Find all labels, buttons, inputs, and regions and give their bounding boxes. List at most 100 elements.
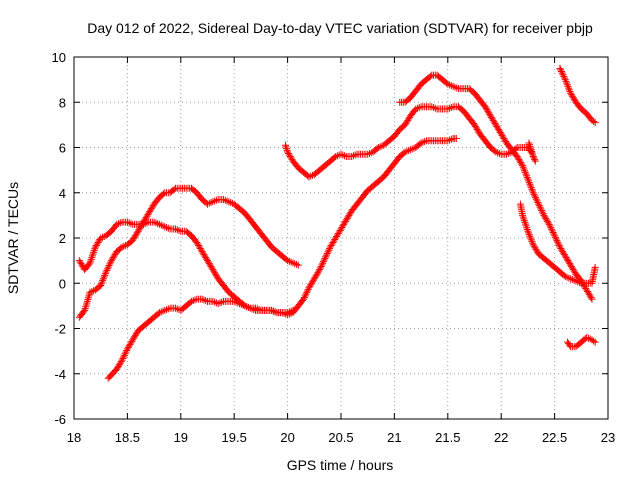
data-point [538, 207, 546, 215]
data-point [218, 298, 226, 306]
data-point [525, 177, 533, 185]
data-point [447, 82, 455, 90]
data-point [155, 220, 163, 228]
data-point [526, 141, 534, 149]
data-points [75, 64, 599, 382]
data-point [520, 165, 528, 173]
data-point [497, 130, 505, 138]
data-point [78, 261, 86, 269]
data-point [537, 205, 545, 213]
data-point [333, 232, 341, 240]
data-point [131, 233, 139, 241]
data-point [529, 153, 537, 161]
data-point [364, 150, 372, 158]
data-point [318, 261, 326, 269]
data-point [535, 200, 543, 208]
data-point [531, 157, 539, 165]
data-point [495, 125, 503, 133]
data-point [528, 237, 536, 245]
data-point [159, 307, 167, 315]
data-point [90, 247, 98, 255]
data-point [565, 258, 573, 266]
data-point [533, 247, 541, 255]
data-point [144, 211, 152, 219]
data-point [289, 259, 297, 267]
data-point [490, 118, 498, 126]
data-point [146, 208, 154, 216]
data-point [163, 306, 171, 314]
data-point [473, 125, 481, 133]
data-point [161, 223, 169, 231]
data-point [522, 222, 530, 230]
data-point [230, 297, 238, 305]
data-point [161, 306, 169, 314]
data-point [285, 151, 293, 159]
data-point [426, 72, 434, 80]
series-arc-9 [563, 334, 599, 351]
data-point [446, 136, 454, 144]
data-point [84, 294, 92, 302]
data-point [293, 260, 300, 268]
data-point [341, 217, 349, 225]
data-point [525, 229, 533, 237]
data-point [329, 239, 337, 247]
data-point [351, 151, 359, 159]
data-point [268, 306, 276, 314]
data-point [305, 173, 313, 181]
data-point [116, 359, 124, 367]
data-point [106, 260, 114, 268]
data-point [564, 257, 572, 265]
x-tick-label: 21.5 [435, 430, 460, 445]
data-point [532, 194, 540, 202]
data-point [584, 288, 592, 296]
data-point [88, 252, 96, 260]
data-point [483, 106, 491, 114]
data-point [211, 269, 219, 277]
data-point [487, 113, 495, 121]
data-point [284, 148, 292, 156]
data-point [286, 153, 294, 161]
x-tick-label: 21 [387, 430, 401, 445]
data-point [545, 220, 553, 228]
data-point [116, 219, 124, 227]
data-point [164, 305, 172, 313]
data-point [564, 82, 572, 90]
data-point [125, 219, 133, 227]
data-point [539, 210, 547, 218]
data-point [333, 231, 341, 239]
data-point [135, 226, 143, 234]
data-point [542, 214, 550, 222]
data-point [175, 226, 183, 234]
data-point [113, 365, 121, 373]
data-point [534, 198, 542, 206]
data-point [566, 88, 574, 96]
data-point [337, 150, 345, 158]
data-point [415, 104, 423, 112]
data-point [187, 297, 195, 305]
data-point [191, 296, 199, 304]
data-point [102, 268, 110, 276]
data-point [90, 287, 98, 295]
data-point [303, 289, 311, 297]
data-point [566, 341, 574, 349]
data-point [316, 264, 324, 272]
data-point [173, 226, 181, 234]
x-tick-label: 20.5 [328, 430, 353, 445]
data-point [104, 263, 112, 271]
data-point [287, 154, 295, 162]
data-point [554, 238, 562, 246]
data-point [551, 233, 559, 241]
data-point [129, 236, 137, 244]
data-point [308, 279, 316, 287]
data-point [340, 220, 348, 228]
y-tick-labels: -6 -4 -2 0 2 4 6 8 10 [52, 50, 66, 427]
data-point [345, 211, 353, 219]
data-point [320, 256, 328, 264]
data-point [118, 356, 126, 364]
data-point [131, 232, 139, 240]
data-point [145, 209, 153, 217]
data-point [449, 82, 457, 90]
data-point [307, 281, 315, 289]
data-point [546, 222, 554, 230]
